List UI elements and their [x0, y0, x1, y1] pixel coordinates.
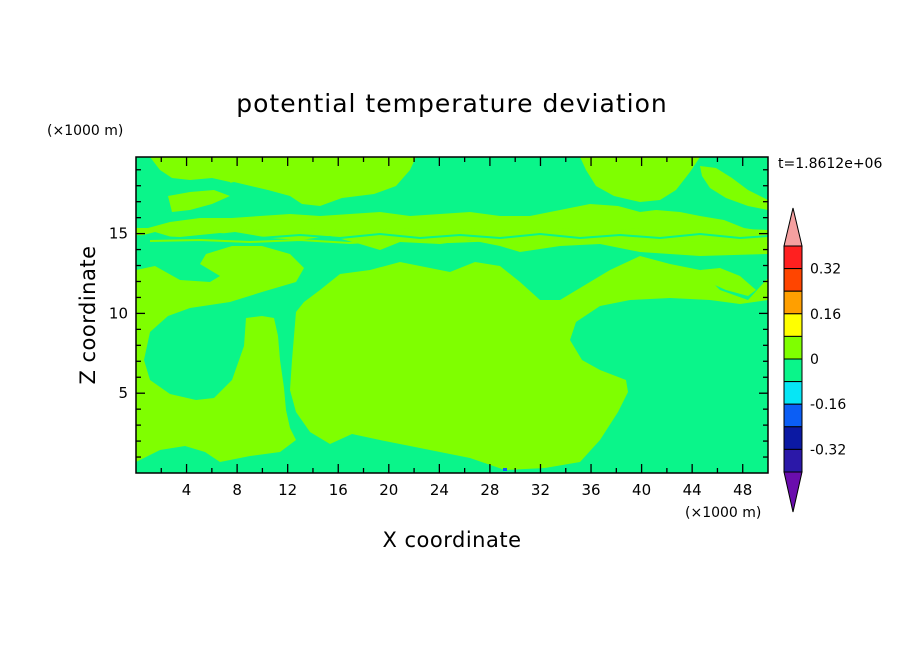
chart-title: potential temperature deviation [236, 89, 667, 118]
colorbar-top-arrow [783, 207, 803, 247]
colorbar-band [783, 245, 803, 270]
y-axis-label: Z coordinate [76, 245, 100, 384]
y-unit-label: (×1000 m) [47, 123, 123, 139]
colorbar-band [783, 268, 803, 292]
plot-frame [135, 156, 769, 474]
x-tick-label: 8 [232, 481, 242, 499]
colorbar-label: 0.32 [810, 262, 841, 278]
colorbar-band [783, 313, 803, 337]
x-tick-label: 24 [430, 481, 449, 499]
x-axis-label: X coordinate [382, 528, 521, 552]
x-tick-label: 44 [683, 481, 702, 499]
colorbar: 0.32 0.16 0 -0.16 -0.32 [783, 207, 846, 513]
x-tick-label: 28 [480, 481, 499, 499]
colorbar-band [783, 426, 803, 450]
region-top-left-inner [168, 190, 230, 212]
colorbar-band [783, 358, 803, 383]
region-top-left [136, 157, 236, 222]
region-top-band-left [136, 157, 768, 232]
colorbar-band [783, 290, 803, 315]
x-tick-label: 4 [182, 481, 192, 499]
x-tick-label: 32 [531, 481, 550, 499]
x-tick-label: 36 [581, 481, 600, 499]
colorbar-band [783, 448, 803, 473]
contour-field [135, 156, 769, 474]
y-tick-label: 10 [109, 304, 128, 322]
colorbar-label: -0.32 [810, 442, 846, 458]
x-tick-label: 20 [379, 481, 398, 499]
region-left-upper [136, 232, 768, 473]
x-tick-label: 40 [632, 481, 651, 499]
region-top-right-inner [700, 166, 768, 210]
x-tick-label: 16 [329, 481, 348, 499]
x-tick-label: 12 [278, 481, 297, 499]
y-axis-ticks: 5 10 15 [109, 169, 768, 458]
time-label: t=1.8612e+06 [778, 156, 882, 172]
colorbar-band [783, 335, 803, 360]
x-unit-label: (×1000 m) [685, 505, 761, 521]
colorbar-label: 0.16 [810, 307, 841, 323]
x-axis-ticks: 4 8 12 16 20 24 28 32 36 40 44 48 [160, 157, 752, 499]
colorbar-label: -0.16 [810, 397, 846, 413]
region-right-mid [700, 268, 756, 296]
y-tick-label: 15 [109, 225, 128, 243]
colorbar-band [783, 381, 803, 405]
colorbar-band [783, 403, 803, 428]
band-lines [135, 227, 769, 245]
colorbar-bottom-arrow [783, 471, 803, 513]
y-tick-label: 5 [118, 384, 128, 402]
colorbar-label: 0 [810, 352, 819, 368]
x-tick-label: 48 [733, 481, 752, 499]
blue-speck [503, 468, 507, 471]
